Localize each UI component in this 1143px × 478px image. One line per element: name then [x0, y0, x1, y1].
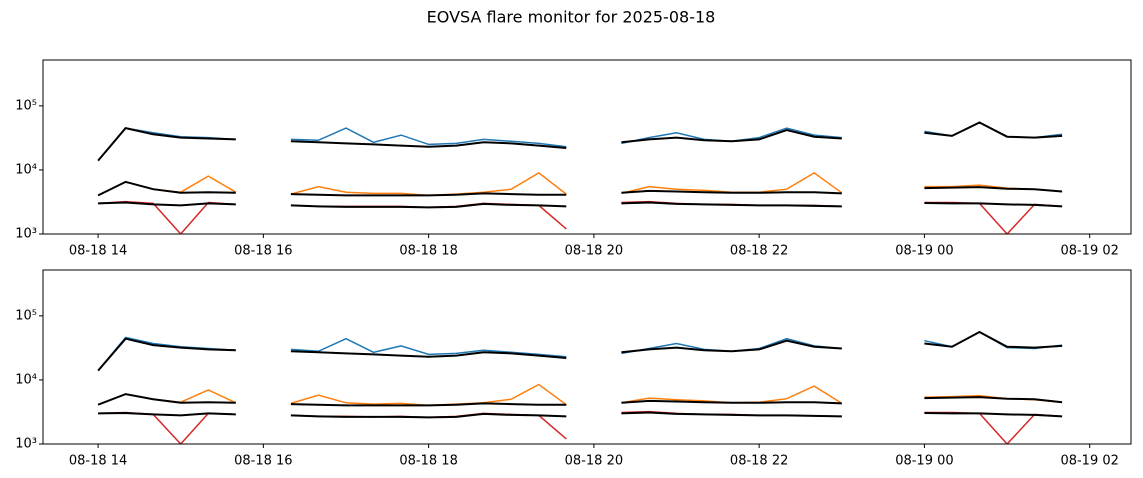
series-line	[97, 121, 1063, 162]
y-tick-label: 10⁵	[15, 308, 37, 323]
x-tick-label: 08-18 16	[234, 454, 292, 469]
x-tick-label: 08-18 14	[69, 454, 127, 469]
series-line	[97, 121, 1063, 162]
plot-frame	[42, 59, 1132, 235]
series-line	[97, 393, 1063, 407]
x-tick-label: 08-18 22	[730, 244, 788, 259]
x-tick-label: 08-18 14	[69, 244, 127, 259]
figure-title: EOVSA flare monitor for 2025-08-18	[427, 8, 716, 27]
x-tick-label: 08-19 00	[895, 454, 953, 469]
series-line	[97, 383, 1063, 407]
series-line	[97, 180, 1063, 197]
x-tick-label: 08-18 16	[234, 244, 292, 259]
x-tick-label: 08-18 18	[399, 454, 457, 469]
series-line	[98, 201, 1063, 209]
y-tick-label: 10⁴	[15, 162, 37, 177]
x-tick-label: 08-19 02	[1060, 244, 1118, 259]
plot-frame	[42, 269, 1132, 445]
x-tick-label: 08-18 20	[565, 244, 623, 259]
y-tick-label: 10⁵	[15, 98, 37, 113]
x-tick-label: 08-18 20	[565, 454, 623, 469]
series-line	[98, 411, 1063, 419]
series-line	[97, 331, 1063, 372]
x-tick-label: 08-19 00	[895, 244, 953, 259]
series-line	[97, 330, 1063, 372]
series-line	[98, 410, 1063, 444]
x-tick-label: 08-18 22	[730, 454, 788, 469]
y-tick-label: 10³	[15, 227, 37, 242]
series-line	[97, 171, 1063, 197]
x-tick-label: 08-19 02	[1060, 454, 1118, 469]
y-tick-label: 10³	[15, 437, 37, 452]
series-line	[98, 200, 1063, 234]
y-tick-label: 10⁴	[15, 372, 37, 387]
x-tick-label: 08-18 18	[399, 244, 457, 259]
